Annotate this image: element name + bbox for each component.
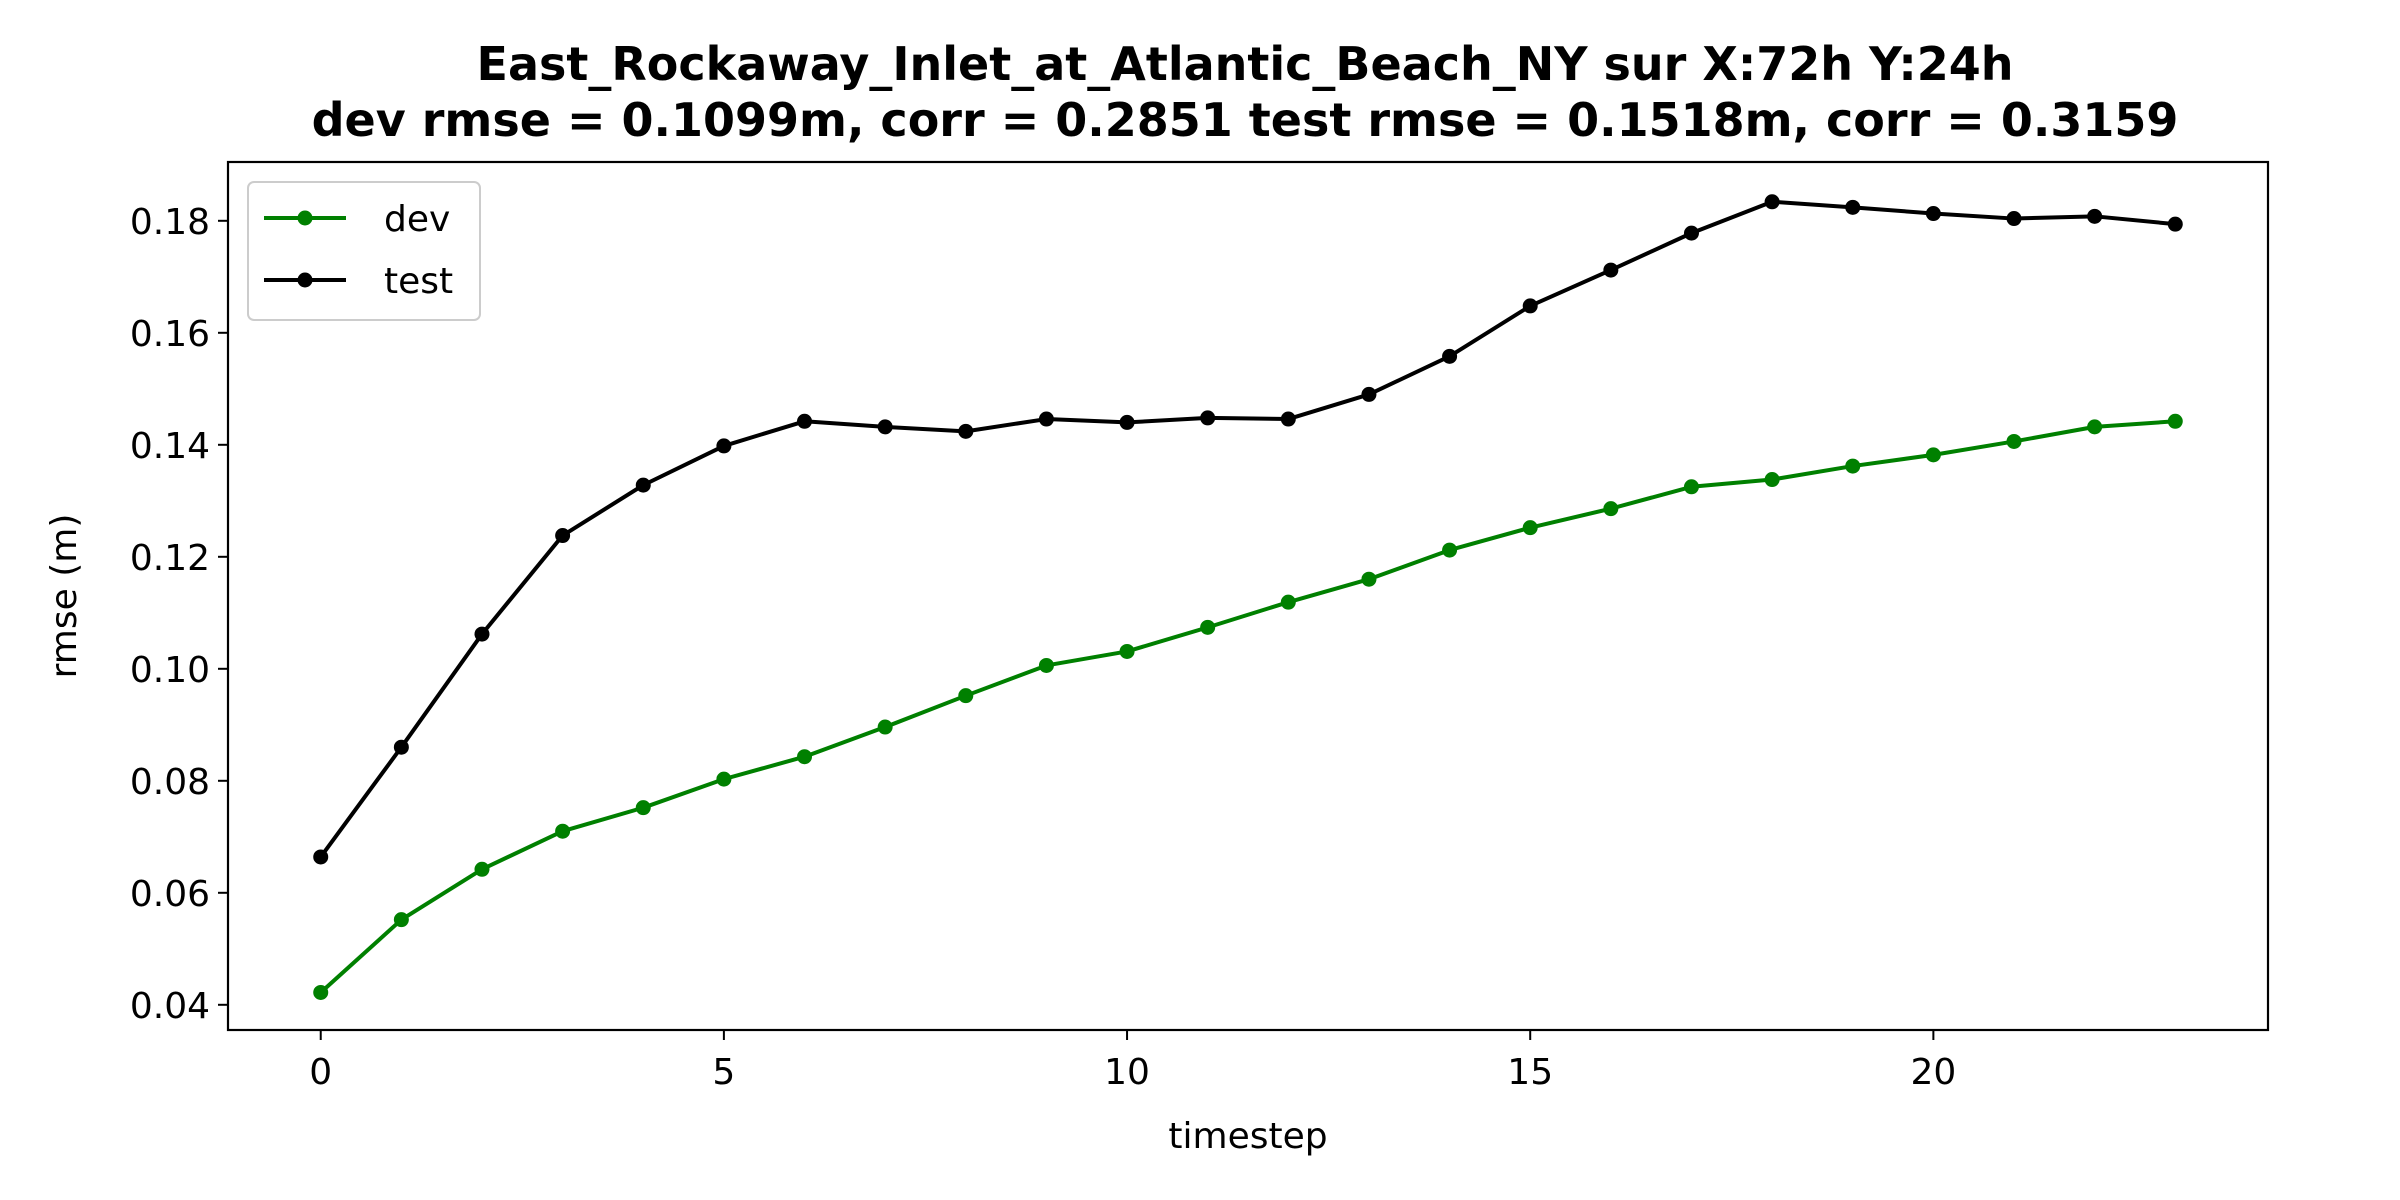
dev-data-point — [716, 771, 732, 787]
dev-data-point — [1764, 472, 1780, 488]
dev-series-line — [319, 419, 2176, 994]
legend-label-test: test — [384, 261, 453, 302]
y-axis-label: rmse (m) — [44, 514, 85, 679]
dev-data-point — [797, 749, 813, 765]
plot-frame — [226, 160, 2270, 1032]
y-tick-label: 0.16 — [130, 314, 210, 355]
test-data-point — [716, 438, 732, 454]
dev-data-point — [1845, 458, 1861, 474]
dev-data-point — [877, 719, 893, 735]
dev-data-point — [1361, 571, 1377, 587]
legend-marker-dev — [297, 210, 313, 226]
test-data-point — [1361, 386, 1377, 402]
dev-data-point — [958, 688, 974, 704]
legend-label-dev: dev — [384, 199, 450, 240]
plot-area — [228, 162, 2268, 1030]
legend-marker-test — [297, 272, 313, 288]
y-tick-label: 0.04 — [130, 986, 210, 1027]
dev-data-point — [1925, 447, 1941, 463]
dev-data-point — [1683, 479, 1699, 495]
test-data-point — [1038, 411, 1054, 427]
x-axis-label: timestep — [1168, 1116, 1327, 1157]
y-tick-label: 0.08 — [130, 762, 210, 803]
chart-subtitle: dev rmse = 0.1099m, corr = 0.2851 test r… — [312, 93, 2179, 147]
test-data-point — [1200, 410, 1216, 426]
test-data-point — [797, 413, 813, 429]
dev-data-point — [635, 800, 651, 816]
y-tick-label: 0.10 — [130, 650, 210, 691]
test-data-point — [1845, 199, 1861, 215]
test-data-point — [1280, 411, 1296, 427]
test-data-point — [1603, 262, 1619, 278]
test-data-point — [1119, 414, 1135, 430]
dev-data-point — [2006, 433, 2022, 449]
test-data-point — [958, 423, 974, 439]
test-data-point — [1442, 348, 1458, 364]
test-data-point — [2167, 216, 2183, 232]
dev-data-point — [1200, 619, 1216, 635]
dev-data-point — [313, 984, 329, 1000]
test-data-point — [635, 477, 651, 493]
dev-data-point — [555, 823, 571, 839]
x-tick-label: 0 — [309, 1052, 332, 1093]
test-data-point — [2006, 211, 2022, 227]
test-data-point — [1764, 194, 1780, 210]
dev-data-point — [2087, 419, 2103, 435]
test-data-point — [1683, 225, 1699, 241]
y-tick-label: 0.14 — [130, 426, 210, 467]
test-data-point — [1522, 298, 1538, 314]
test-data-point — [877, 419, 893, 435]
dev-data-point — [2167, 413, 2183, 429]
test-data-point — [555, 528, 571, 544]
test-data-point — [1925, 206, 1941, 222]
test-series-line — [319, 199, 2176, 859]
y-axis: 0.04 0.06 0.08 0.10 0.12 0.14 0.16 0.18 — [130, 202, 228, 1027]
y-tick-label: 0.18 — [130, 202, 210, 243]
dev-data-point — [1442, 542, 1458, 558]
dev-data-point — [393, 912, 409, 928]
x-axis: 0 5 10 15 20 — [309, 1030, 1956, 1093]
x-tick-label: 15 — [1507, 1052, 1553, 1093]
series-layer — [313, 194, 2183, 1000]
chart-title: East_Rockaway_Inlet_at_Atlantic_Beach_NY… — [477, 37, 2014, 91]
test-data-point — [393, 739, 409, 755]
dev-data-point — [1522, 520, 1538, 536]
dev-data-point — [474, 861, 490, 877]
x-tick-label: 5 — [712, 1052, 735, 1093]
test-data-point — [474, 626, 490, 642]
x-tick-label: 10 — [1104, 1052, 1150, 1093]
legend: dev test — [247, 181, 481, 321]
test-data-point — [313, 849, 329, 865]
y-tick-label: 0.06 — [130, 874, 210, 915]
dev-data-point — [1119, 643, 1135, 659]
y-tick-label: 0.12 — [130, 538, 210, 579]
test-data-point — [2087, 208, 2103, 224]
dev-data-point — [1280, 594, 1296, 610]
dev-data-point — [1038, 657, 1054, 673]
dev-data-point — [1603, 501, 1619, 517]
x-tick-label: 20 — [1910, 1052, 1956, 1093]
